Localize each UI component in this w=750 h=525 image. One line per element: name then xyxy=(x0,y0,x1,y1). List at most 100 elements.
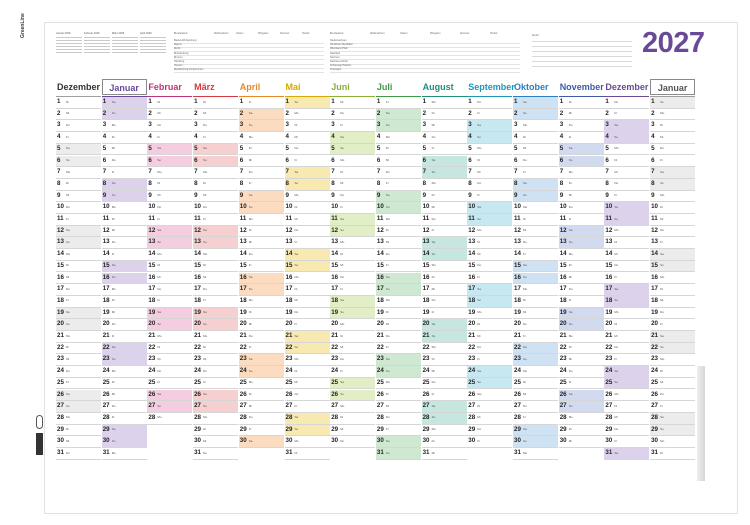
weekday-label: Di xyxy=(568,263,572,268)
weekday-label: Mo xyxy=(660,275,665,279)
holiday-table-header: Ostern xyxy=(400,32,408,35)
weekday-label: Do xyxy=(477,345,482,350)
day-cell: 27 So xyxy=(56,401,101,413)
weekday-label: Sa xyxy=(385,275,390,279)
weekday-label: Do xyxy=(523,158,527,162)
weekday-label: Do xyxy=(157,286,162,291)
weekday-label: Mi xyxy=(477,251,481,256)
weekday-label: Sa xyxy=(431,239,436,244)
weekday-label: Di xyxy=(614,158,618,162)
day-number: 12 xyxy=(514,226,521,234)
day-number: 5 xyxy=(514,144,518,152)
day-cell: 2 Mi xyxy=(56,109,101,121)
day-cell: 5 Mi xyxy=(513,144,558,156)
weekday-label: Sa xyxy=(248,356,253,361)
day-cell: 29 Sa xyxy=(513,424,558,437)
day-number: 2 xyxy=(651,109,655,117)
day-number: 9 xyxy=(468,191,472,199)
day-number: 10 xyxy=(331,203,339,211)
month-header: März xyxy=(194,82,215,92)
day-cell: 30 Mo xyxy=(650,436,696,448)
day-cell: 22 Di xyxy=(193,343,239,355)
weekday-label: So xyxy=(477,380,481,385)
weekday-label: Mo xyxy=(111,286,116,291)
day-number: 11 xyxy=(514,215,521,222)
weekday-label: Di xyxy=(111,380,115,385)
day-cell: 5 Sa xyxy=(56,143,101,156)
day-cell: 14 Mi xyxy=(604,249,650,261)
holiday-table-header: Pfingsten xyxy=(430,32,441,35)
day-cell: 27 Mo xyxy=(330,401,376,413)
day-cell: 3 Sa xyxy=(604,120,650,133)
day-cell: 19 Mo xyxy=(467,308,513,320)
weekday-label: Di xyxy=(157,263,161,268)
weekday-label: So xyxy=(66,321,70,326)
day-number: 9 xyxy=(148,191,152,199)
day-cell: 4 Di xyxy=(101,132,147,144)
day-cell: 9 Mo xyxy=(284,191,330,203)
day-number: 22 xyxy=(605,343,613,351)
day-cell: 24 Sa xyxy=(467,366,513,378)
day-cell: 9 Mi xyxy=(56,191,101,203)
day-cell: 12 Mo xyxy=(467,226,513,238)
weekday-label: Mo xyxy=(203,169,208,174)
day-cell: 16 Di xyxy=(421,273,467,285)
day-number: 13 xyxy=(468,238,476,246)
day-cell: 27 Do xyxy=(513,401,558,413)
day-cell: 15 Sa xyxy=(101,260,147,273)
day-number: 28 xyxy=(422,413,430,421)
day-cell: 22 Di xyxy=(147,343,193,355)
weekday-label: Do xyxy=(111,403,116,408)
day-number: 9 xyxy=(331,191,335,199)
day-number: 5 xyxy=(57,144,61,152)
weekday-label: Mi xyxy=(203,438,207,443)
weekday-label: Fr xyxy=(660,403,663,408)
weekday-label: Fr xyxy=(431,392,435,396)
weekday-label: Fr xyxy=(568,134,572,139)
weekday-label: Sa xyxy=(66,310,70,315)
holiday-table-row: Thüringen xyxy=(330,68,342,72)
day-cell: 27 Di xyxy=(467,401,513,413)
day-number: 28 xyxy=(331,413,339,421)
day-number: 29 xyxy=(376,425,384,433)
day-cell: 28 Mo xyxy=(558,413,604,425)
day-number: 24 xyxy=(651,367,658,375)
weekday-label: Sa xyxy=(203,310,207,315)
weekday-label: So xyxy=(568,403,573,408)
day-cell: 24 Do xyxy=(558,366,604,378)
day-number: 7 xyxy=(285,168,289,176)
day-cell: 6 Sa xyxy=(421,155,467,168)
weekday-label: Di xyxy=(66,427,69,432)
weekday-label: Mi xyxy=(340,345,344,350)
day-number: 24 xyxy=(422,367,430,375)
day-number: 10 xyxy=(285,203,293,211)
weekday-label: Do xyxy=(614,181,619,186)
weekday-label: Sa xyxy=(523,263,527,268)
weekday-label: Mo xyxy=(477,146,482,151)
day-cell: 9 Fr xyxy=(604,191,650,203)
weekday-label: Fr xyxy=(660,158,663,162)
weekday-label: Di xyxy=(614,321,618,326)
day-cell: 15 Mi xyxy=(330,261,376,273)
day-number: 30 xyxy=(239,437,247,445)
day-number: 19 xyxy=(102,308,110,316)
weekday-label: So xyxy=(477,298,481,303)
weekday-label: Mi xyxy=(157,356,161,361)
day-cell: 26 So xyxy=(330,389,376,402)
month-color-bar xyxy=(101,96,147,97)
weekday-label: Mi xyxy=(660,380,664,385)
day-number: 7 xyxy=(514,168,518,176)
day-number: 4 xyxy=(57,133,61,141)
day-cell: 29 Fr xyxy=(375,425,421,437)
weekday-label: Do xyxy=(614,263,619,268)
day-cell: 7 Do xyxy=(375,167,421,179)
day-number: 5 xyxy=(148,144,152,152)
day-number: 14 xyxy=(148,250,156,258)
day-cell: 23 Do xyxy=(330,354,376,367)
month-color-bar xyxy=(238,96,284,97)
weekday-label: Mo xyxy=(111,368,116,373)
day-cell: 30 Di xyxy=(421,436,467,448)
day-cell: 4 Fr xyxy=(193,132,239,144)
weekday-label: Di xyxy=(248,146,252,151)
day-number: 2 xyxy=(559,109,564,117)
